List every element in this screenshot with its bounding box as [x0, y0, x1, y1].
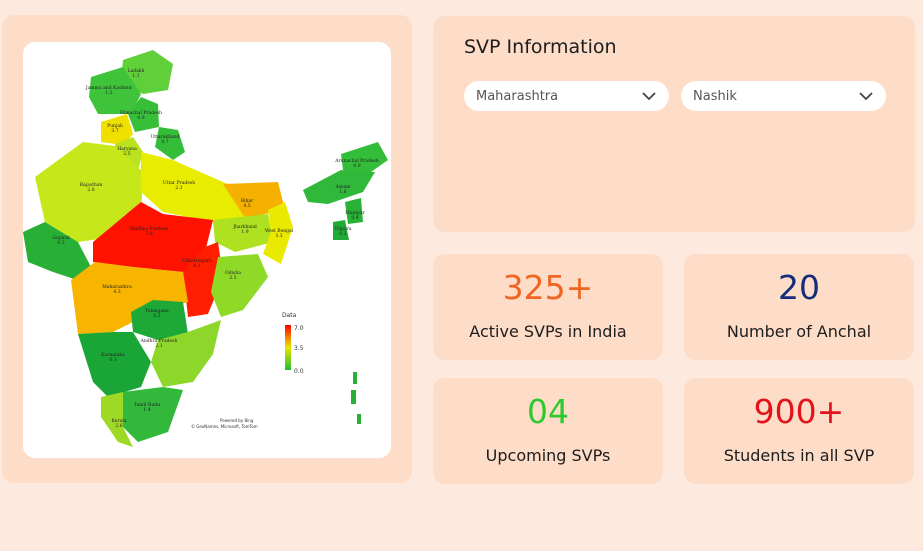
stat-card-active-svps: 325+ Active SVPs in India [433, 254, 663, 360]
legend-max: 7.0 [294, 325, 304, 332]
region-assam[interactable] [303, 170, 375, 204]
region-jammu-kashmir[interactable] [89, 67, 141, 114]
island-3 [357, 414, 361, 424]
region-ladakh[interactable] [121, 50, 173, 94]
chevron-down-icon [859, 92, 873, 101]
label-maharashtra: Maharashtra 4.3 [102, 284, 132, 295]
district-dropdown-value: Nashik [693, 88, 737, 104]
legend-title: Data [282, 312, 297, 319]
svp-info-card: SVP Information Maharashtra Nashik [433, 16, 915, 232]
label-madhya-pradesh: Madhya Pradesh 7.0 [130, 226, 168, 237]
region-gujarat[interactable] [23, 222, 91, 282]
label-uttar-pradesh: Uttar Pradesh 2.1 [163, 180, 195, 191]
stat-value: 20 [778, 268, 820, 307]
label-arunachal: Arunachal Pradesh 0.9 [334, 158, 379, 169]
region-bihar[interactable] [223, 182, 285, 218]
region-maharashtra[interactable] [71, 262, 188, 334]
stat-card-upcoming-svps: 04 Upcoming SVPs [433, 378, 663, 484]
stat-value: 325+ [502, 268, 594, 307]
legend-min: 0.0 [294, 368, 304, 375]
stat-label: Upcoming SVPs [485, 446, 611, 465]
stat-label: Active SVPs in India [469, 322, 627, 341]
stat-value: 900+ [753, 392, 845, 431]
label-jammu-kashmir: Jammu and Kashmir 1.2 [85, 85, 133, 96]
label-west-bengal: West Bengal 3.3 [265, 228, 294, 239]
legend-gradient [285, 325, 291, 370]
stat-value: 04 [527, 392, 569, 431]
district-dropdown[interactable]: Nashik [681, 81, 886, 111]
label-jharkhand: Jharkhand 1.9 [232, 224, 257, 235]
label-kerala: Kerala 2.6 [112, 418, 127, 429]
stat-label: Number of Anchal [726, 322, 872, 341]
stat-label: Students in all SVP [723, 446, 875, 465]
label-ladakh: Ladakh 1.1 [128, 68, 145, 79]
island-2 [351, 390, 356, 404]
region-punjab[interactable] [101, 114, 133, 145]
label-tripura: Tripura 0.3 [334, 226, 352, 237]
label-assam: Assam 1.6 [335, 184, 352, 195]
region-andhra[interactable] [151, 320, 221, 387]
region-manipur[interactable] [345, 198, 363, 224]
label-haryana: Haryana 2.5 [117, 146, 137, 157]
region-west-bengal[interactable] [263, 202, 293, 264]
label-punjab: Punjab 3.7 [107, 123, 123, 134]
label-gujarat: Gujarat 0.3 [52, 235, 69, 246]
label-odisha: Odisha 2.5 [225, 270, 241, 281]
label-bihar: Bihar 4.5 [241, 198, 254, 209]
region-jharkhand[interactable] [213, 214, 273, 252]
label-rajasthan: Rajasthan 2.8 [80, 182, 103, 193]
state-dropdown-value: Maharashtra [476, 88, 559, 104]
label-manipur: Manipur 0.4 [345, 210, 365, 221]
region-arunachal[interactable] [341, 142, 388, 174]
label-andhra: Andhra Pradesh 2.1 [140, 338, 178, 349]
label-tamil-nadu: Tamil Nadu 1.4 [134, 402, 160, 413]
label-karnataka: Karnataka 0.1 [101, 352, 125, 363]
island-1 [353, 372, 357, 384]
label-telangana: Telangana 0.2 [145, 308, 169, 319]
region-rajasthan[interactable] [35, 142, 143, 242]
region-uttar-pradesh[interactable] [141, 152, 248, 222]
svp-info-title: SVP Information [464, 36, 617, 58]
label-himachal: Himachal Pradesh 0.9 [120, 110, 162, 121]
region-tripura[interactable] [333, 220, 349, 240]
region-odisha[interactable] [211, 254, 268, 317]
label-uttarakhand: Uttarakhand 0.7 [150, 134, 179, 145]
region-uttarakhand[interactable] [155, 127, 185, 160]
map-svg: Ladakh 1.1 Jammu and Kashmir 1.2 Himachal … [23, 50, 388, 447]
region-tamil-nadu[interactable] [123, 387, 183, 442]
stat-card-anchal: 20 Number of Anchal [684, 254, 914, 360]
region-telangana[interactable] [131, 300, 188, 340]
label-chhattisgarh: Chhattisgarh 6.1 [182, 258, 212, 269]
india-choropleth-map: Ladakh 1.1 Jammu and Kashmir 1.2 Himachal … [23, 42, 391, 458]
region-chhattisgarh[interactable] [183, 242, 223, 317]
map-card: Ladakh 1.1 Jammu and Kashmir 1.2 Himachal … [2, 15, 412, 483]
map-credit-1: Powered by Bing [220, 418, 254, 423]
map-credit-2: © GeoNames, Microsoft, TomTom [191, 424, 258, 429]
state-dropdown[interactable]: Maharashtra [464, 81, 669, 111]
region-himachal[interactable] [128, 97, 159, 132]
chevron-down-icon [642, 92, 656, 101]
region-karnataka[interactable] [78, 332, 151, 397]
region-kerala[interactable] [101, 392, 133, 447]
region-madhya-pradesh[interactable] [93, 202, 213, 272]
legend-mid: 3.5 [294, 345, 304, 352]
stat-card-students: 900+ Students in all SVP [684, 378, 914, 484]
